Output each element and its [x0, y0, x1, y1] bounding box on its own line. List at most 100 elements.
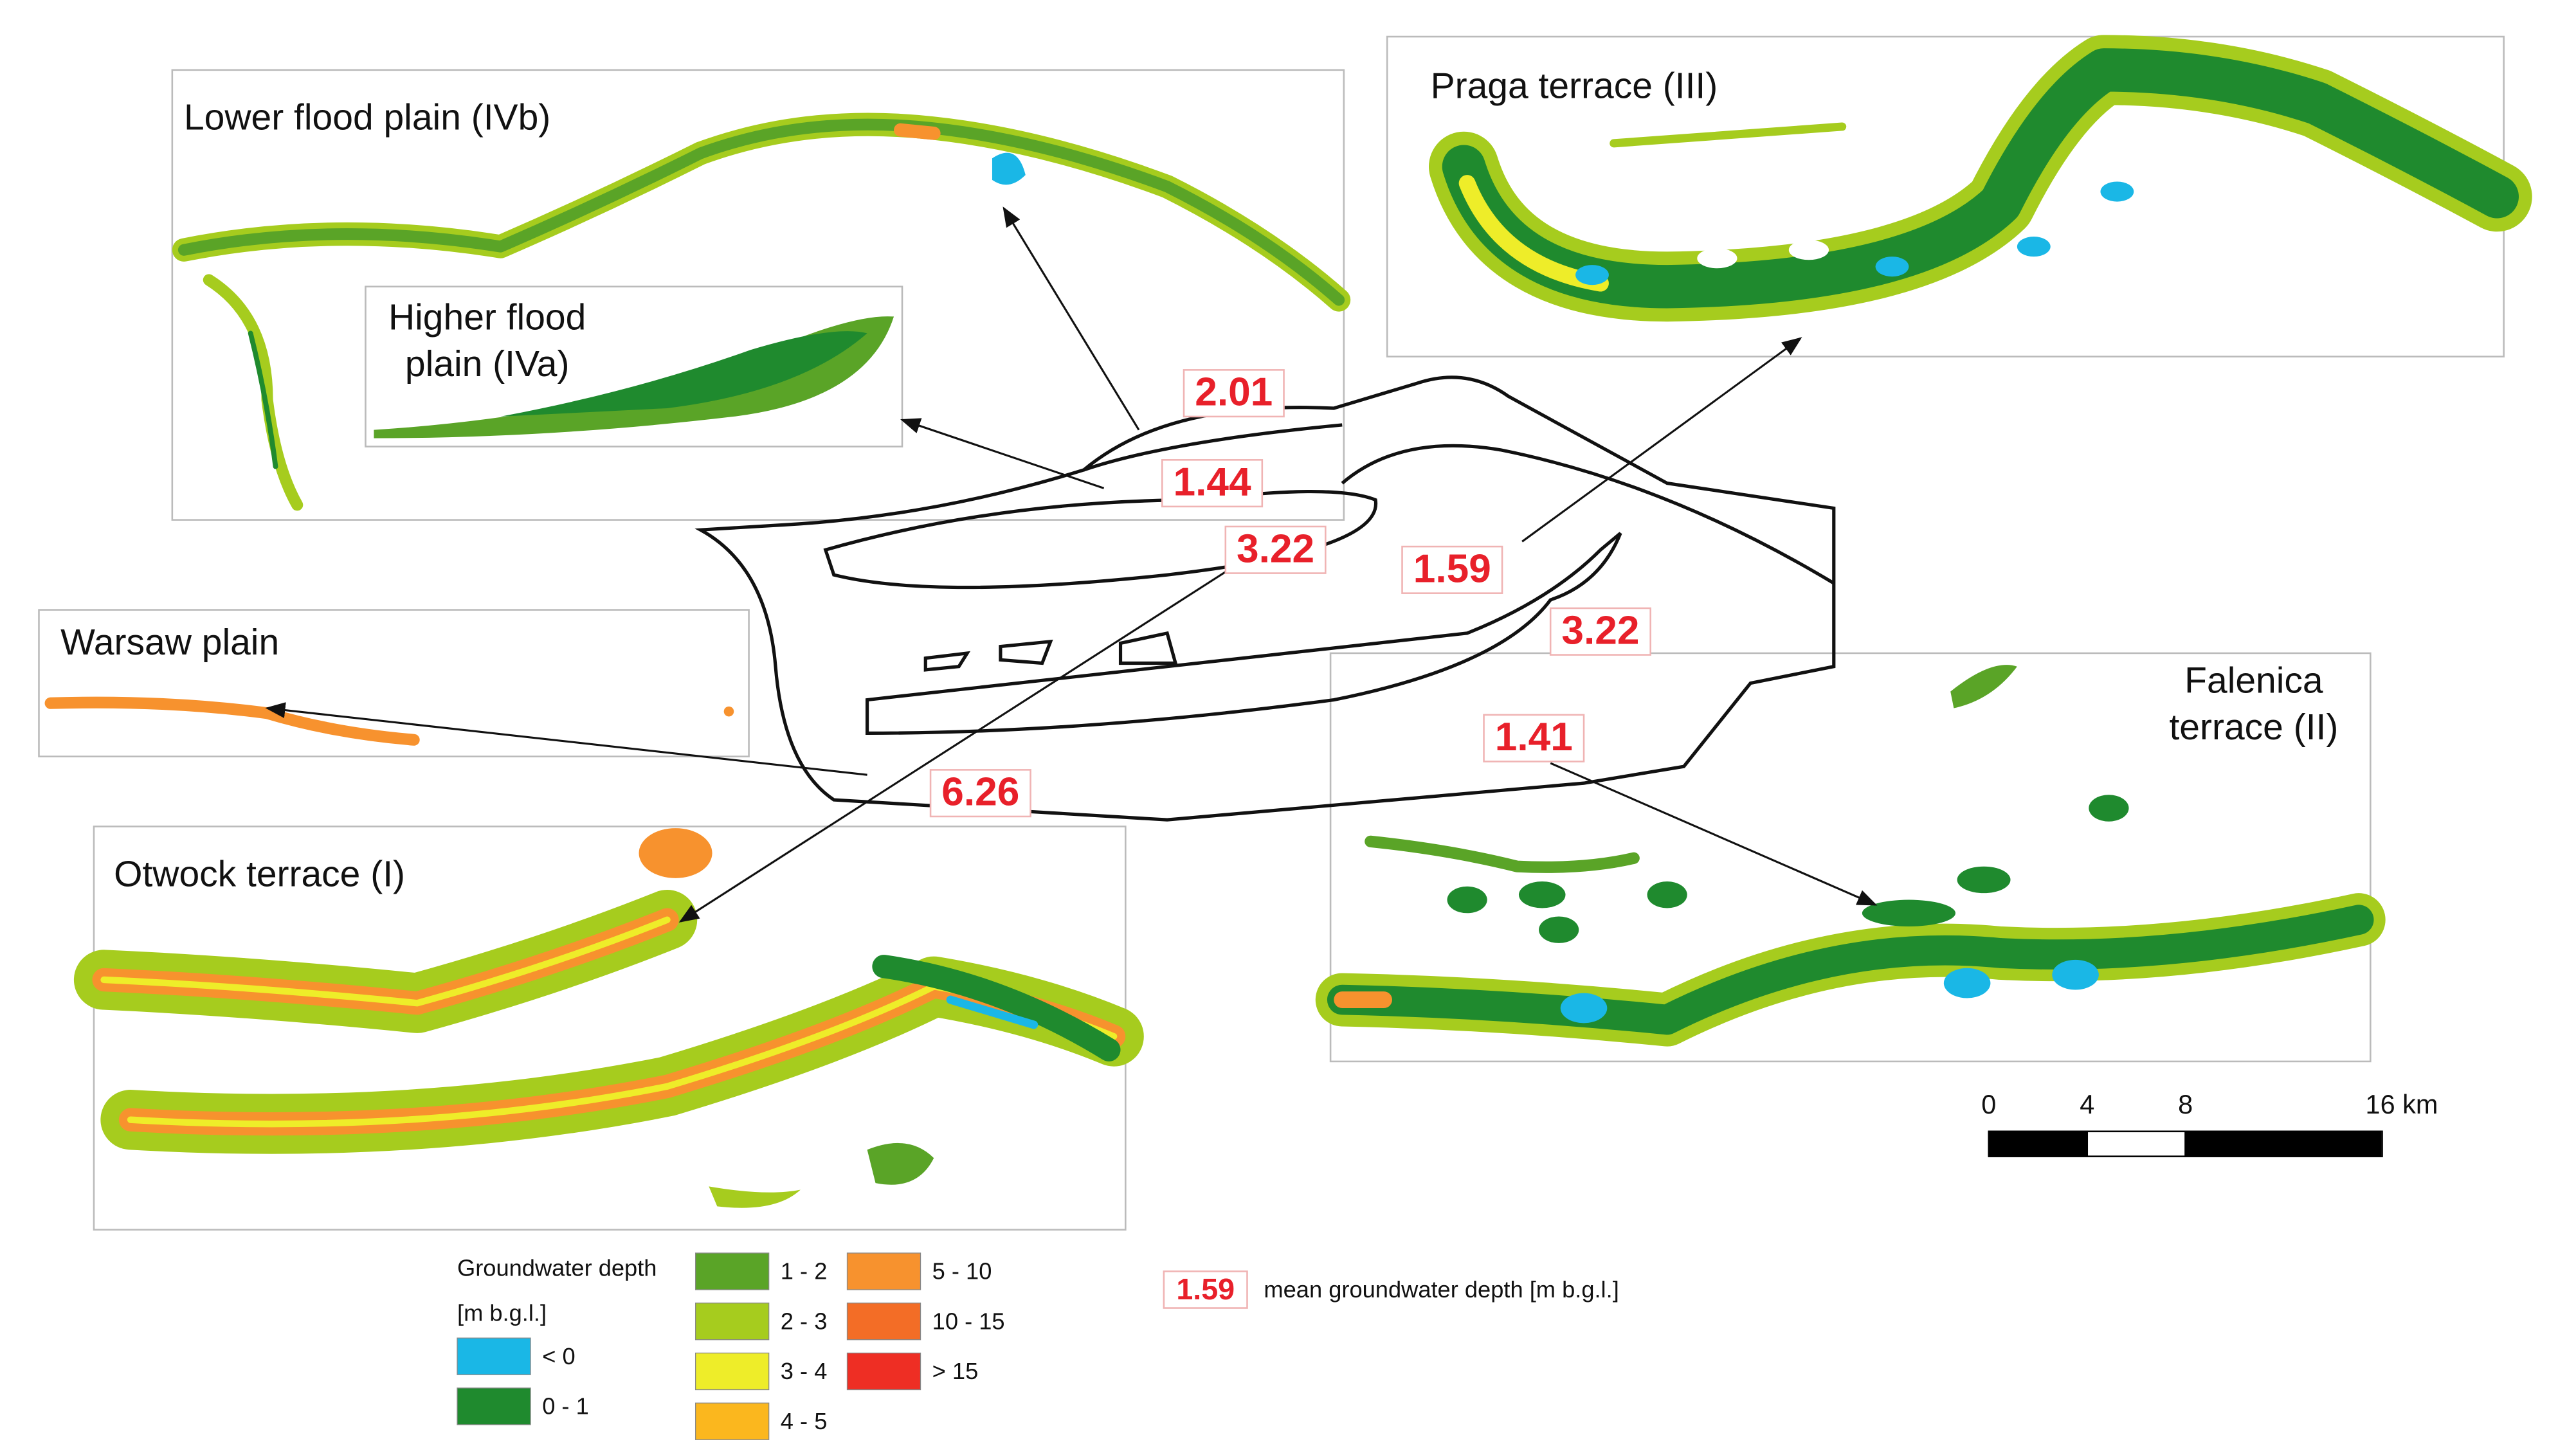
legend-swatch: [457, 1387, 531, 1425]
arrow: [1550, 762, 1878, 906]
depth-label: 1.41: [1495, 715, 1573, 759]
panel-title: plain (IVa): [405, 343, 570, 384]
legend-label: 2 - 3: [781, 1308, 828, 1334]
legend-swatch: [694, 1352, 770, 1391]
legend-swatch: [457, 1337, 531, 1375]
terrain-patch: [1458, 175, 1609, 292]
arrow: [900, 418, 1105, 489]
terrain-patch: [709, 1186, 801, 1208]
terrain-patch: [1365, 835, 1640, 873]
scale-bar: 0 4 8 16 km: [1981, 1089, 2438, 1157]
depth-label-box: [1224, 525, 1327, 574]
outline: [823, 423, 1835, 735]
study-area-outline: [694, 375, 1836, 822]
terrain-patch: [1697, 248, 1737, 269]
scale-segment: [2086, 1130, 2186, 1157]
arrow: [1521, 337, 1802, 543]
arrow: [1002, 206, 1140, 431]
legend-title: Groundwater depth: [457, 1254, 657, 1281]
terrain-patch: [1539, 916, 1579, 943]
panel-title: Praga terrace (III): [1431, 65, 1718, 106]
terrain-patch: [1875, 257, 1909, 277]
terrain-patch: [1957, 866, 2011, 894]
panel-title: Higher flood: [388, 297, 586, 338]
panel-title: Warsaw plain: [60, 622, 279, 663]
panel-title: terrace (II): [2169, 707, 2338, 748]
scale-segment: [2184, 1130, 2383, 1157]
panel-frame: [93, 826, 1127, 1231]
terrain-patch: [1442, 48, 2519, 309]
legend-label: 4 - 5: [781, 1408, 828, 1434]
scale-tick-label: 16 km: [2366, 1089, 2438, 1119]
legend-label: < 0: [542, 1343, 575, 1369]
panel-title: Otwock terrace (I): [114, 853, 405, 894]
terrain-patch: [867, 1142, 934, 1185]
depth-label-box: [1483, 714, 1585, 763]
arrow: [678, 565, 1235, 923]
depth-label: 1.44: [1174, 460, 1251, 505]
terrain-patch: [100, 916, 671, 1007]
legend-swatch: [846, 1303, 921, 1340]
terrain-patch: [1560, 993, 1608, 1024]
terrain-patch: [1327, 905, 2374, 1035]
terrain-patch: [992, 152, 1026, 185]
terrain-patches: [44, 35, 2532, 1208]
terrain-patch: [2100, 181, 2134, 202]
terrain-patch: [723, 706, 734, 717]
panel-frame: [38, 609, 750, 757]
arrows: [265, 206, 1878, 923]
panel-title: Falenica: [2184, 660, 2323, 701]
terrain-patch: [177, 118, 1345, 306]
terrain-patch: [1788, 240, 1829, 260]
depth-label-box: [929, 769, 1031, 818]
depth-label-box: [1161, 459, 1264, 508]
terrain-patch: [500, 331, 867, 417]
legend-unit: [m b.g.l.]: [457, 1299, 547, 1326]
terrain-patch: [374, 316, 894, 438]
scale-tick-label: 4: [2080, 1089, 2094, 1119]
note-box: [1163, 1270, 1248, 1309]
note-text: mean groundwater depth [m b.g.l.]: [1264, 1276, 1619, 1303]
panels: [38, 35, 2505, 1231]
labels: Lower flood plain (IVb) Higher flood pla…: [60, 65, 2338, 894]
terrain-patch: [2052, 959, 2099, 990]
terrain-patch: [2017, 237, 2051, 257]
legend-label: 10 - 15: [932, 1308, 1005, 1334]
legend-label: 3 - 4: [781, 1358, 828, 1384]
legend-swatch: [694, 1303, 770, 1340]
terrain-patch: [1862, 899, 1955, 927]
terrain-patch: [44, 696, 420, 746]
depth-label: 3.22: [1237, 527, 1314, 571]
terrain-patch: [1610, 122, 1847, 148]
depth-label: 3.22: [1561, 608, 1639, 653]
legend-label: 5 - 10: [932, 1258, 992, 1285]
terrain-patch: [1518, 881, 1566, 908]
scale-tick-label: 0: [1981, 1089, 1996, 1119]
legend-label: 1 - 2: [781, 1258, 828, 1285]
legend-swatch: [694, 1402, 770, 1440]
depth-label: 1.59: [1413, 546, 1491, 591]
terrain-patch: [1647, 881, 1687, 908]
inset-patches: [374, 316, 894, 438]
panel-title: Lower flood plain (IVb): [184, 97, 550, 138]
terrain-patch: [1575, 265, 1609, 285]
terrain-patch: [946, 995, 1039, 1029]
legend-swatch: [846, 1252, 921, 1290]
depth-label: 6.26: [941, 770, 1019, 815]
terrain-patch: [1950, 665, 2017, 708]
legend-label: > 15: [932, 1358, 979, 1384]
legend: Groundwater depth [m b.g.l.] 1.59 mean g…: [457, 1252, 1619, 1440]
terrain-patch: [639, 828, 712, 878]
depth-label-box: [1183, 369, 1285, 418]
legend-swatch: [846, 1352, 921, 1391]
depth-label-box: [1549, 607, 1651, 656]
scale-tick-label: 8: [2178, 1089, 2193, 1119]
note-value: 1.59: [1176, 1272, 1235, 1306]
depth-labels: 2.01 1.44 3.22 1.59 3.22 6.26 1.41: [929, 369, 1651, 818]
terrain-patch: [1943, 968, 1991, 998]
terrain-patch: [1447, 886, 1487, 914]
terrain-patch: [248, 330, 278, 469]
depth-label-box: [1401, 545, 1503, 594]
terrain-patch: [2089, 795, 2129, 822]
